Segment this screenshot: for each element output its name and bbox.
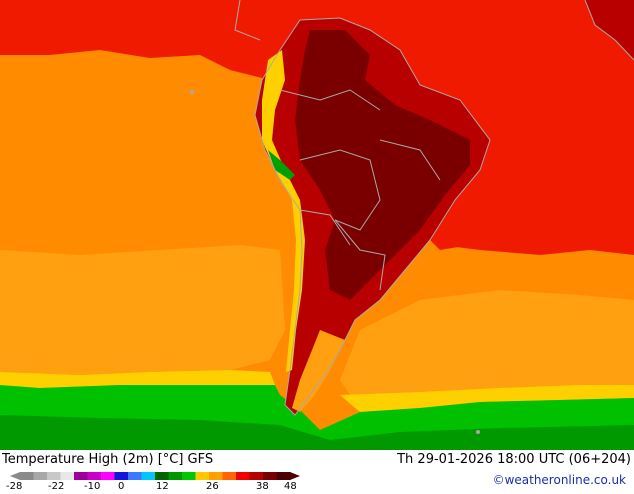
africa-corner bbox=[585, 0, 634, 60]
legend-tick-label: 26 bbox=[206, 481, 219, 490]
color-legend: -28 -22 -10 0 12 26 38 48 bbox=[6, 470, 306, 492]
legend-arrow-right bbox=[290, 472, 300, 480]
legend-swatch bbox=[60, 472, 75, 480]
legend-tick-label: 38 bbox=[256, 481, 269, 490]
legend-swatch bbox=[114, 472, 129, 480]
legend-swatch bbox=[87, 472, 102, 480]
legend-swatch bbox=[155, 472, 169, 480]
legend-swatch bbox=[263, 472, 277, 480]
legend-swatch bbox=[182, 472, 196, 480]
legend-scale: -28 -22 -10 0 12 26 38 48 bbox=[6, 472, 300, 492]
legend-swatch bbox=[168, 472, 183, 480]
legend-swatch bbox=[101, 472, 115, 480]
credit-link[interactable]: ©weatheronline.co.uk bbox=[492, 473, 626, 487]
legend-swatch bbox=[195, 472, 210, 480]
valid-time: Th 29-01-2026 18:00 UTC (06+204) bbox=[397, 452, 631, 467]
andes-green-patch bbox=[268, 150, 295, 180]
legend-swatch bbox=[47, 472, 61, 480]
legend-tick-label: -22 bbox=[48, 481, 64, 490]
legend-tick-label: -28 bbox=[6, 481, 22, 490]
interior-heat-core bbox=[295, 30, 470, 300]
legend-swatch bbox=[74, 472, 88, 480]
weather-map bbox=[0, 0, 634, 450]
south-atlantic-mild-band bbox=[340, 290, 634, 410]
legend-tick-label: 0 bbox=[118, 481, 124, 490]
legend-tick-label: -10 bbox=[84, 481, 100, 490]
island-marker bbox=[476, 430, 480, 434]
island-marker bbox=[190, 90, 194, 94]
legend-swatch bbox=[236, 472, 250, 480]
legend-swatch bbox=[20, 472, 34, 480]
map-footer: Temperature High (2m) [°C] GFS Th 29-01-… bbox=[0, 450, 634, 492]
southern-cold-band bbox=[0, 415, 634, 450]
legend-tick-label: 48 bbox=[284, 481, 297, 490]
legend-swatch bbox=[33, 472, 48, 480]
yellow-transition bbox=[0, 370, 275, 388]
legend-arrow-left bbox=[10, 472, 20, 480]
southern-mild-band bbox=[0, 245, 285, 375]
yellow-transition-east bbox=[340, 385, 634, 412]
legend-swatch bbox=[249, 472, 264, 480]
map-title: Temperature High (2m) [°C] GFS bbox=[2, 452, 214, 467]
legend-tick-label: 12 bbox=[156, 481, 169, 490]
country-borders bbox=[234, 0, 634, 416]
legend-swatch bbox=[141, 472, 156, 480]
atlantic-hot-zone bbox=[430, 160, 634, 255]
andes-cool-strip bbox=[262, 50, 305, 372]
legend-swatch bbox=[276, 472, 291, 480]
map-canvas bbox=[0, 0, 634, 450]
legend-swatch bbox=[209, 472, 223, 480]
legend-swatch bbox=[128, 472, 142, 480]
patagonia-mild bbox=[292, 330, 345, 412]
legend-swatch bbox=[222, 472, 237, 480]
